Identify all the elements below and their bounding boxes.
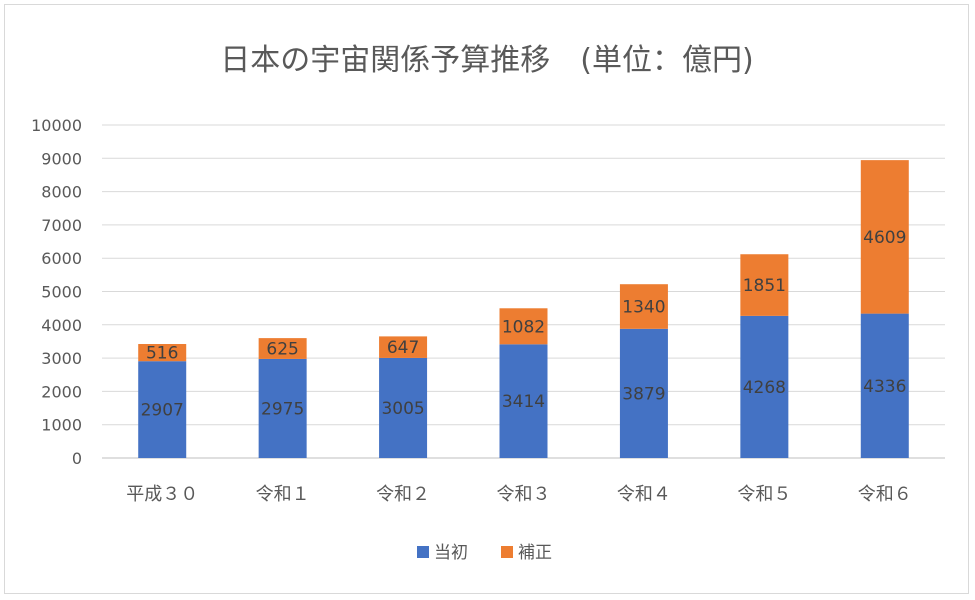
data-label: 2907 bbox=[141, 401, 184, 421]
x-axis-ticks: 平成３０ 令和１ 令和２ 令和３ 令和４ 令和５ 令和６ bbox=[126, 484, 912, 505]
data-label: 1340 bbox=[622, 298, 665, 318]
data-label: 3414 bbox=[502, 392, 545, 412]
data-label: 4268 bbox=[743, 378, 786, 398]
bar-supplementary bbox=[619, 284, 668, 329]
x-tick-label: 令和６ bbox=[858, 484, 912, 505]
bar-initial bbox=[619, 328, 668, 458]
y-tick-label: 8000 bbox=[41, 183, 82, 202]
data-label: 4336 bbox=[863, 377, 906, 397]
legend-swatch bbox=[417, 546, 429, 558]
data-label: 4609 bbox=[863, 228, 906, 248]
data-label: 647 bbox=[387, 338, 419, 358]
y-axis-ticks: 0 1000 2000 3000 4000 5000 6000 7000 8000 9000 100… bbox=[31, 116, 82, 468]
bar-initial bbox=[860, 313, 909, 458]
data-label: 3879 bbox=[622, 384, 665, 404]
x-tick-label: 令和１ bbox=[256, 484, 310, 505]
y-tick-label: 2000 bbox=[41, 382, 82, 401]
y-tick-label: 3000 bbox=[41, 349, 82, 368]
legend-label: 補正 bbox=[518, 543, 552, 563]
chart-title: 日本の宇宙関係予算推移 (単位：億円) bbox=[220, 43, 753, 78]
data-label: 3005 bbox=[381, 399, 424, 419]
bar-supplementary bbox=[379, 336, 428, 358]
data-label: 1082 bbox=[502, 317, 545, 337]
bar-initial bbox=[258, 358, 307, 458]
x-tick-label: 令和５ bbox=[737, 484, 791, 505]
x-tick-label: 令和３ bbox=[497, 484, 551, 505]
data-label: 1851 bbox=[743, 276, 786, 296]
y-tick-label: 5000 bbox=[41, 283, 82, 302]
y-tick-label: 10000 bbox=[31, 116, 82, 135]
x-tick-label: 平成３０ bbox=[126, 484, 198, 505]
bar-initial bbox=[138, 361, 187, 458]
bar-supplementary bbox=[138, 344, 187, 362]
legend-swatch bbox=[501, 546, 513, 558]
bar-supplementary bbox=[499, 308, 548, 345]
legend-label: 当初 bbox=[434, 543, 468, 563]
data-labels: 2907 516 2975 625 3005 647 3414 1082 3879 1340 426… bbox=[141, 228, 907, 421]
bars bbox=[138, 160, 909, 458]
bar-initial bbox=[740, 315, 789, 458]
data-label: 2975 bbox=[261, 399, 304, 419]
bar-supplementary bbox=[740, 254, 789, 316]
y-tick-label: 9000 bbox=[41, 149, 82, 168]
data-label: 625 bbox=[266, 340, 298, 360]
y-tick-label: 7000 bbox=[41, 216, 82, 235]
y-tick-label: 0 bbox=[72, 449, 82, 468]
y-tick-label: 1000 bbox=[41, 416, 82, 435]
legend: 当初 補正 bbox=[417, 543, 552, 563]
bar-supplementary bbox=[860, 160, 909, 314]
x-tick-label: 令和２ bbox=[376, 484, 430, 505]
bar-initial bbox=[499, 344, 548, 458]
data-label: 516 bbox=[146, 344, 178, 364]
bar-initial bbox=[379, 357, 428, 458]
gridlines bbox=[102, 124, 945, 459]
chart-frame bbox=[4, 4, 969, 594]
y-tick-label: 6000 bbox=[41, 249, 82, 268]
y-tick-label: 4000 bbox=[41, 316, 82, 335]
x-tick-label: 令和４ bbox=[617, 484, 671, 505]
bar-supplementary bbox=[258, 338, 307, 359]
